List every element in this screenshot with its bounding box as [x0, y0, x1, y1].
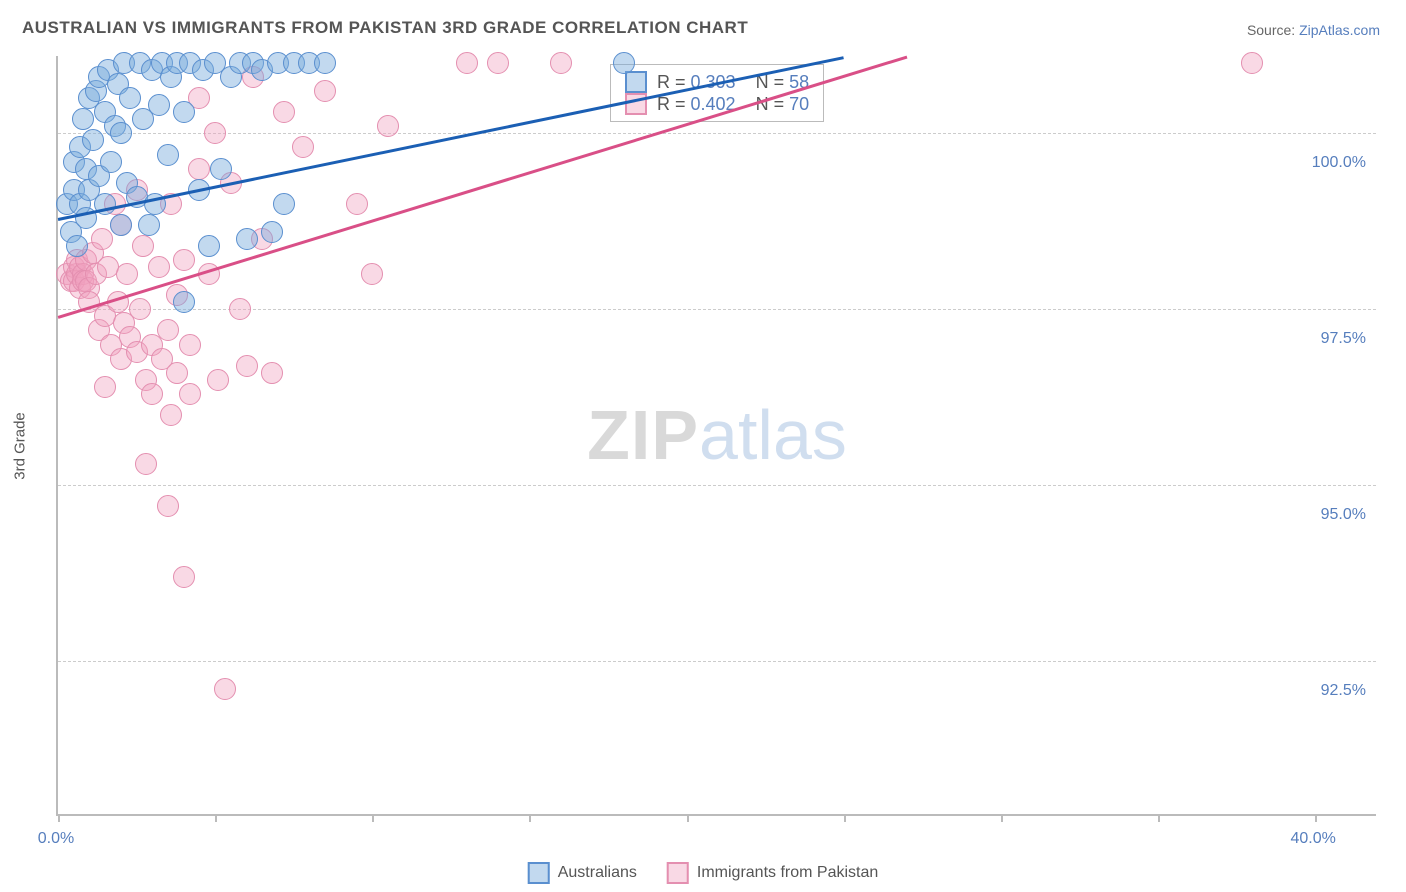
gridline	[58, 133, 1376, 134]
data-point-pakistan	[487, 52, 509, 74]
data-point-pakistan	[135, 453, 157, 475]
data-point-pakistan	[129, 298, 151, 320]
watermark-zip: ZIP	[587, 396, 699, 474]
y-tick-label: 95.0%	[1321, 506, 1366, 524]
plot-area: ZIPatlas R = 0.303 N = 58R = 0.402 N = 7…	[56, 56, 1376, 816]
data-point-australians	[82, 129, 104, 151]
data-point-pakistan	[377, 115, 399, 137]
watermark: ZIPatlas	[587, 395, 847, 475]
data-point-australians	[66, 235, 88, 257]
gridline	[58, 309, 1376, 310]
swatch-australians	[528, 862, 550, 884]
gridline	[58, 485, 1376, 486]
x-tick	[1001, 814, 1003, 822]
y-tick-label: 92.5%	[1321, 682, 1366, 700]
data-point-australians	[110, 122, 132, 144]
trend-line-pakistan	[58, 56, 907, 319]
data-point-pakistan	[94, 376, 116, 398]
data-point-pakistan	[361, 263, 383, 285]
data-point-pakistan	[179, 383, 201, 405]
x-tick	[529, 814, 531, 822]
data-point-australians	[138, 214, 160, 236]
data-point-pakistan	[116, 263, 138, 285]
data-point-pakistan	[261, 362, 283, 384]
data-point-australians	[157, 144, 179, 166]
data-point-pakistan	[173, 566, 195, 588]
x-tick	[1158, 814, 1160, 822]
watermark-atlas: atlas	[699, 396, 847, 474]
data-point-pakistan	[157, 319, 179, 341]
swatch-pakistan	[667, 862, 689, 884]
data-point-australians	[119, 87, 141, 109]
data-point-pakistan	[292, 136, 314, 158]
data-point-australians	[613, 52, 635, 74]
data-point-pakistan	[132, 235, 154, 257]
data-point-pakistan	[346, 193, 368, 215]
data-point-pakistan	[179, 334, 201, 356]
data-point-pakistan	[166, 362, 188, 384]
chart-title: AUSTRALIAN VS IMMIGRANTS FROM PAKISTAN 3…	[22, 18, 748, 38]
data-point-pakistan	[550, 52, 572, 74]
data-point-australians	[314, 52, 336, 74]
y-axis-label: 3rd Grade	[12, 412, 29, 480]
data-point-australians	[173, 291, 195, 313]
series-legend: Australians Immigrants from Pakistan	[528, 862, 879, 884]
data-point-pakistan	[91, 228, 113, 250]
x-tick	[844, 814, 846, 822]
data-point-pakistan	[141, 383, 163, 405]
data-point-australians	[72, 108, 94, 130]
data-point-australians	[273, 193, 295, 215]
data-point-pakistan	[214, 678, 236, 700]
y-tick-label: 97.5%	[1321, 330, 1366, 348]
data-point-pakistan	[157, 495, 179, 517]
data-point-australians	[110, 214, 132, 236]
x-tick-label: 40.0%	[1290, 830, 1335, 848]
data-point-australians	[261, 221, 283, 243]
data-point-australians	[100, 151, 122, 173]
source-label: Source:	[1247, 22, 1295, 38]
data-point-pakistan	[456, 52, 478, 74]
x-tick	[58, 814, 60, 822]
x-tick-label: 0.0%	[38, 830, 74, 848]
data-point-pakistan	[273, 101, 295, 123]
data-point-australians	[210, 158, 232, 180]
legend-swatch	[625, 71, 647, 93]
legend-label-australians: Australians	[558, 864, 637, 882]
data-point-pakistan	[173, 249, 195, 271]
data-point-pakistan	[236, 355, 258, 377]
legend-label-pakistan: Immigrants from Pakistan	[697, 864, 878, 882]
source-attribution: Source: ZipAtlas.com	[1247, 22, 1380, 38]
data-point-pakistan	[207, 369, 229, 391]
data-point-pakistan	[314, 80, 336, 102]
x-tick	[372, 814, 374, 822]
data-point-australians	[236, 228, 258, 250]
x-tick	[1315, 814, 1317, 822]
x-tick	[215, 814, 217, 822]
data-point-pakistan	[1241, 52, 1263, 74]
data-point-pakistan	[229, 298, 251, 320]
data-point-pakistan	[188, 158, 210, 180]
y-tick-label: 100.0%	[1312, 154, 1366, 172]
x-tick	[687, 814, 689, 822]
data-point-australians	[198, 235, 220, 257]
data-point-pakistan	[204, 122, 226, 144]
legend-item-pakistan: Immigrants from Pakistan	[667, 862, 878, 884]
gridline	[58, 661, 1376, 662]
data-point-australians	[173, 101, 195, 123]
legend-item-australians: Australians	[528, 862, 637, 884]
data-point-pakistan	[160, 404, 182, 426]
data-point-pakistan	[148, 256, 170, 278]
data-point-australians	[148, 94, 170, 116]
source-link[interactable]: ZipAtlas.com	[1299, 22, 1380, 38]
